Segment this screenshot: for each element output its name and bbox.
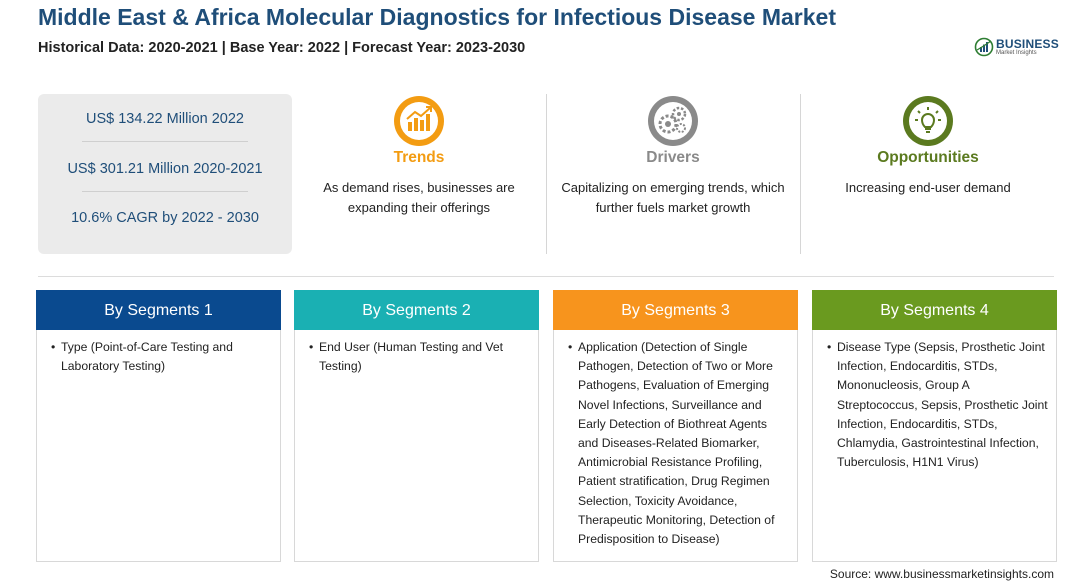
logo-name: BUSINESS [996, 37, 1059, 51]
opportunities-column: Opportunities Increasing end-user demand [810, 94, 1046, 254]
trends-column: Trends As demand rises, businesses are e… [302, 94, 536, 254]
logo-tagline: Market Insights [996, 50, 1037, 56]
stats-divider [82, 191, 248, 192]
bullet-icon: • [827, 340, 832, 354]
column-divider [800, 94, 801, 254]
drivers-column: Drivers Capitalizing on emerging trends,… [556, 94, 790, 254]
segment-header-1: By Segments 1 [36, 290, 281, 330]
bullet-icon: • [568, 340, 573, 354]
trends-title: Trends [393, 149, 445, 166]
segment-list-item: • Disease Type (Sepsis, Prosthetic Joint… [827, 338, 1048, 472]
section-divider [38, 276, 1054, 277]
segment-list-item: • End User (Human Testing and Vet Testin… [309, 338, 530, 376]
segment-header-4: By Segments 4 [812, 290, 1057, 330]
segment-card-3: By Segments 3 • Application (Detection o… [553, 290, 798, 562]
trend-chart-icon [394, 96, 444, 146]
bullet-icon: • [51, 340, 56, 354]
lightbulb-icon [903, 96, 953, 146]
opportunities-title: Opportunities [877, 149, 979, 166]
source-credit: Source: www.businessmarketinsights.com [829, 567, 1054, 581]
segment-header-3: By Segments 3 [553, 290, 798, 330]
segment-header-2: By Segments 2 [294, 290, 539, 330]
page-title: Middle East & Africa Molecular Diagnosti… [38, 4, 836, 30]
segment-list-item: • Type (Point-of-Care Testing and Labora… [51, 338, 272, 376]
drivers-text: Capitalizing on emerging trends, which f… [561, 180, 785, 215]
segment-text-4: Disease Type (Sepsis, Prosthetic Joint I… [837, 340, 1048, 470]
trends-text: As demand rises, businesses are expandin… [323, 180, 515, 215]
segment-text-2: End User (Human Testing and Vet Testing) [319, 340, 504, 374]
opportunities-text: Increasing end-user demand [845, 180, 1011, 195]
market-value-2022: US$ 134.22 Million 2022 [86, 111, 244, 127]
page-subtitle: Historical Data: 2020-2021 | Base Year: … [38, 40, 526, 56]
segment-card-4: By Segments 4 • Disease Type (Sepsis, Pr… [812, 290, 1057, 562]
segment-text-1: Type (Point-of-Care Testing and Laborato… [61, 340, 233, 374]
column-divider [546, 94, 547, 254]
market-stats-panel: US$ 134.22 Million 2022 US$ 301.21 Milli… [38, 94, 292, 254]
stats-divider [82, 141, 248, 142]
segment-text-3: Application (Detection of Single Pathoge… [578, 340, 775, 547]
segment-card-1: By Segments 1 • Type (Point-of-Care Test… [36, 290, 281, 562]
gears-icon [648, 96, 698, 146]
cagr-value: 10.6% CAGR by 2022 - 2030 [71, 210, 259, 226]
bullet-icon: • [309, 340, 314, 354]
segment-list-item: • Application (Detection of Single Patho… [568, 338, 789, 549]
globe-icon [974, 37, 994, 57]
segment-card-2: By Segments 2 • End User (Human Testing … [294, 290, 539, 562]
market-value-historical: US$ 301.21 Million 2020-2021 [67, 161, 263, 177]
company-logo: BUSINESS Market Insights [974, 36, 1064, 58]
drivers-title: Drivers [646, 149, 700, 166]
